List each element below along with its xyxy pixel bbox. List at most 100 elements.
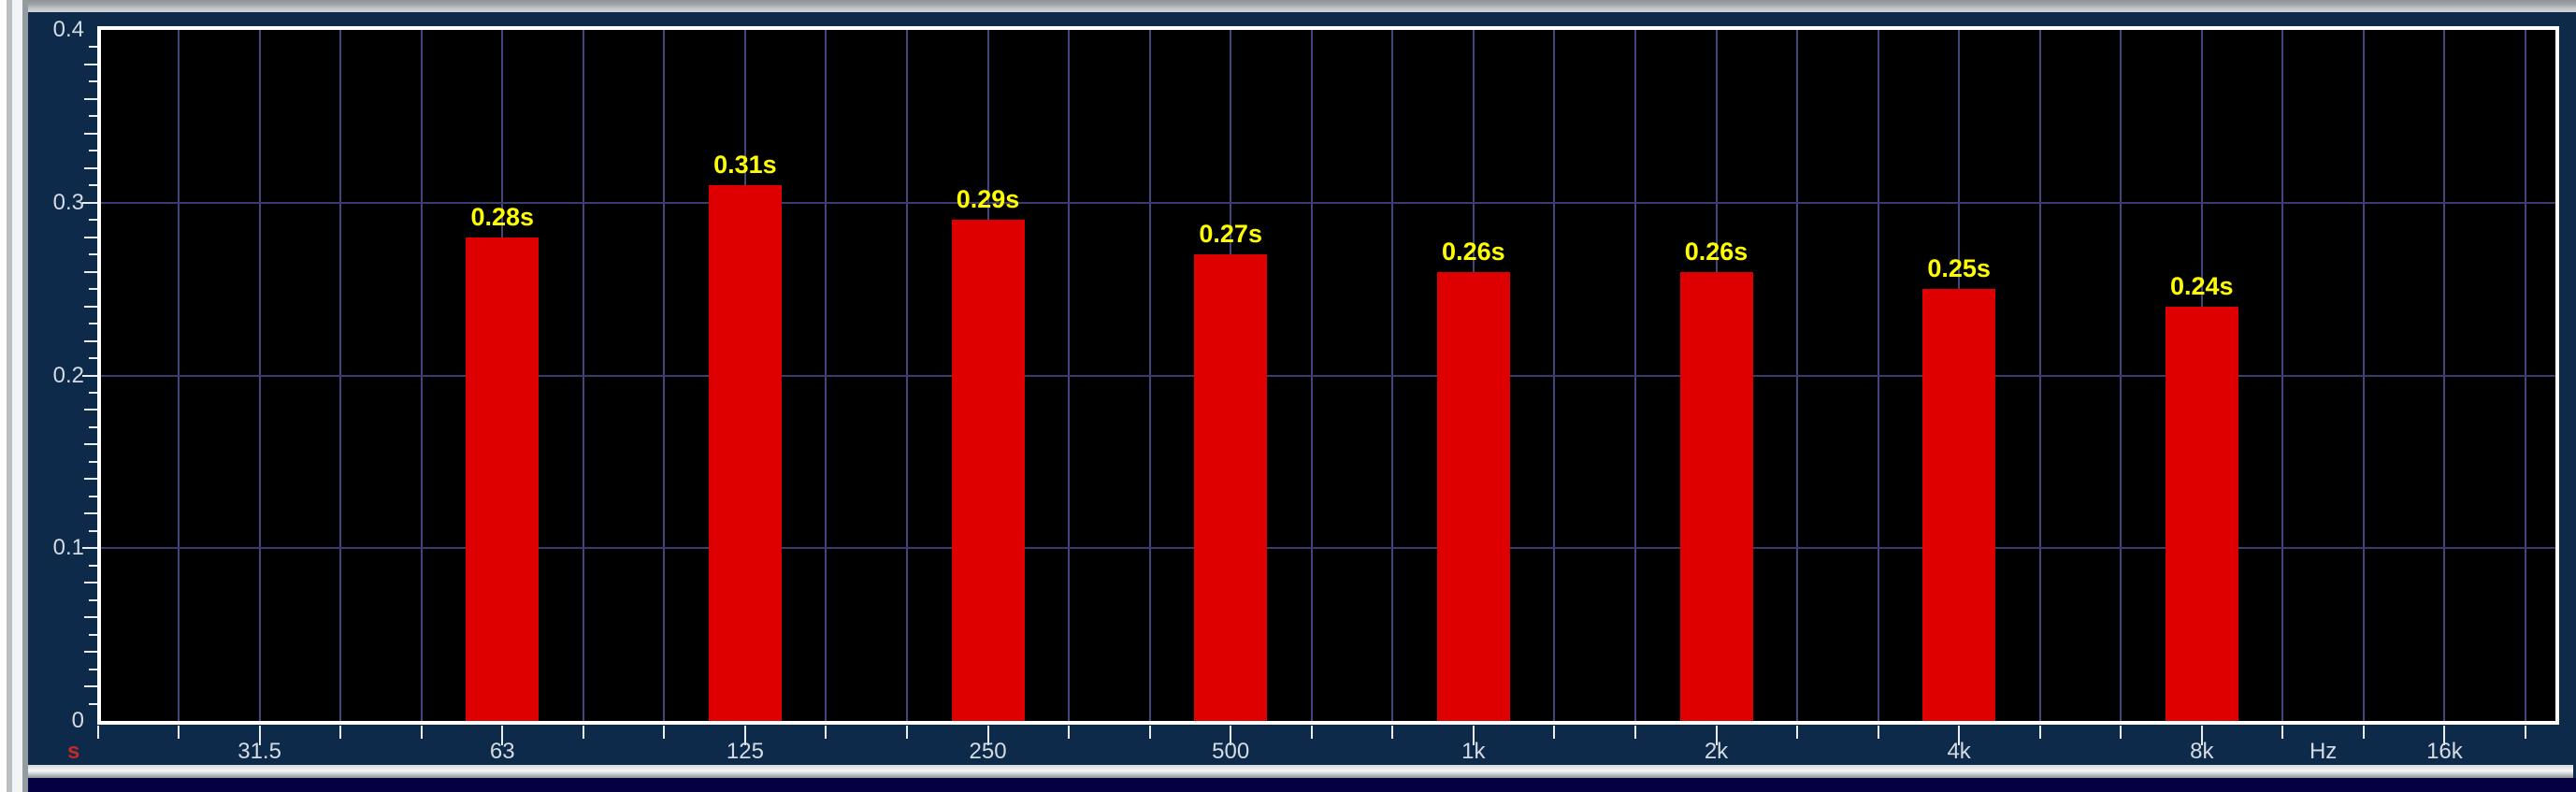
x-axis-tick xyxy=(96,726,99,739)
y-axis-tick xyxy=(84,685,97,688)
y-axis-tick xyxy=(84,443,97,446)
x-axis-tick xyxy=(420,726,423,739)
y-axis-tick xyxy=(84,512,97,515)
x-axis-tick xyxy=(1553,726,1556,739)
rt60-bar-63 xyxy=(466,237,540,721)
x-axis-tick xyxy=(339,726,342,739)
x-axis-tick xyxy=(743,726,746,745)
bottom-panel-strip xyxy=(22,778,2576,792)
bar-value-label: 0.29s xyxy=(956,185,1020,214)
y-axis-tick xyxy=(89,288,97,291)
x-axis-tick xyxy=(2443,726,2446,745)
panel-separator xyxy=(22,765,2573,778)
y-axis-tick xyxy=(84,339,97,342)
rt60-bar-8k xyxy=(2165,306,2238,721)
rt60-bar-1k xyxy=(1436,271,1510,721)
y-axis-tick xyxy=(89,357,97,360)
x-axis-tick xyxy=(1310,726,1313,739)
x-axis-tick xyxy=(1472,726,1475,745)
x-axis-tick xyxy=(258,726,261,745)
x-axis-tick xyxy=(1715,726,1718,745)
x-axis-tick xyxy=(2200,726,2203,745)
x-axis-tick-label: 8k xyxy=(2190,739,2214,764)
y-axis-tick xyxy=(84,63,97,65)
bar-value-label: 0.24s xyxy=(2170,271,2234,300)
x-axis-tick xyxy=(906,726,908,739)
x-axis-tick xyxy=(2525,726,2526,739)
x-axis-tick xyxy=(1796,726,1799,739)
y-axis-tick xyxy=(82,374,97,377)
x-axis-tick xyxy=(825,726,827,739)
y-axis-tick xyxy=(84,582,97,584)
bar-value-label: 0.25s xyxy=(1927,254,1991,283)
bar-value-label: 0.28s xyxy=(470,202,535,231)
y-axis-tick xyxy=(84,651,97,654)
x-axis-unit-label: Hz xyxy=(2309,739,2338,764)
window-top-bevel xyxy=(0,0,2576,12)
y-axis-tick xyxy=(82,201,97,204)
rt60-bar-125 xyxy=(708,185,782,721)
y-axis-tick xyxy=(89,46,97,49)
x-axis-tick xyxy=(582,726,584,739)
y-axis-tick xyxy=(84,132,97,135)
y-axis-tick xyxy=(89,115,97,118)
y-axis-tick xyxy=(89,702,97,705)
y-axis-tick xyxy=(84,97,97,100)
rt60-bar-500 xyxy=(1194,254,1268,721)
chart-plot-area[interactable]: 0.28s 0.31s 0.29s 0.27s 0.26s 0.26s 0.25s 0.24s xyxy=(101,30,2555,721)
rt60-bar-4k xyxy=(1922,289,1996,721)
rt60-bar-2k xyxy=(1679,271,1753,721)
x-axis-tick-label: 250 xyxy=(969,739,1007,764)
x-axis-tick xyxy=(1391,726,1394,739)
y-axis-tick xyxy=(84,236,97,238)
x-axis-tick xyxy=(1230,726,1232,745)
y-axis-unit-label: s xyxy=(67,739,80,764)
window-left-bevel xyxy=(0,0,28,792)
x-axis-tick xyxy=(1958,726,1961,745)
y-axis-tick xyxy=(89,184,97,187)
y-axis-tick xyxy=(89,425,97,428)
y-axis-tick-label: 0.3 xyxy=(52,189,84,215)
x-axis-tick xyxy=(501,726,504,745)
bar-value-label: 0.31s xyxy=(713,151,777,180)
y-axis-tick xyxy=(89,460,97,463)
bar-value-label: 0.26s xyxy=(1684,237,1749,266)
x-axis-tick xyxy=(1877,726,1879,739)
y-axis-tick xyxy=(89,150,97,152)
y-axis-tick xyxy=(84,166,97,169)
y-axis-tick xyxy=(84,478,97,481)
y-axis-tick xyxy=(89,323,97,325)
y-axis-tick xyxy=(89,495,97,497)
y-axis-tick-label: 0.2 xyxy=(52,362,84,388)
bar-value-label: 0.26s xyxy=(1442,237,1505,266)
x-axis-tick xyxy=(2120,726,2123,739)
x-axis-tick xyxy=(2362,726,2365,739)
y-axis-tick-label: 0 xyxy=(71,708,84,733)
y-axis-tick xyxy=(84,409,97,411)
x-axis-tick-label: 31.5 xyxy=(237,739,281,764)
x-axis-tick xyxy=(1633,726,1636,739)
x-axis-tick-label: 63 xyxy=(489,739,515,764)
x-axis-tick-label: 2k xyxy=(1704,739,1729,764)
y-axis-tick xyxy=(84,305,97,308)
x-axis-tick xyxy=(1148,726,1151,739)
y-axis-tick xyxy=(89,219,97,222)
y-axis-tick xyxy=(89,668,97,670)
x-axis-tick-label: 16k xyxy=(2426,739,2463,764)
x-axis-tick xyxy=(663,726,666,739)
x-axis-tick xyxy=(986,726,989,745)
x-axis-tick xyxy=(178,726,180,739)
y-axis-tick xyxy=(89,598,97,601)
window-right-bevel xyxy=(2569,0,2576,792)
x-axis-tick-label: 1k xyxy=(1461,739,1486,764)
horizontal-gridline xyxy=(101,201,2555,204)
chart-plot-frame: 0.28s 0.31s 0.29s 0.27s 0.26s 0.26s 0.25s 0.24s xyxy=(97,26,2559,725)
x-axis-tick-label: 125 xyxy=(726,739,764,764)
y-axis-tick xyxy=(89,633,97,636)
x-axis-tick xyxy=(2281,726,2284,739)
y-axis-tick xyxy=(89,391,97,394)
x-axis-tick xyxy=(2038,726,2041,739)
bar-value-label: 0.27s xyxy=(1199,220,1262,249)
x-axis-tick xyxy=(1068,726,1071,739)
